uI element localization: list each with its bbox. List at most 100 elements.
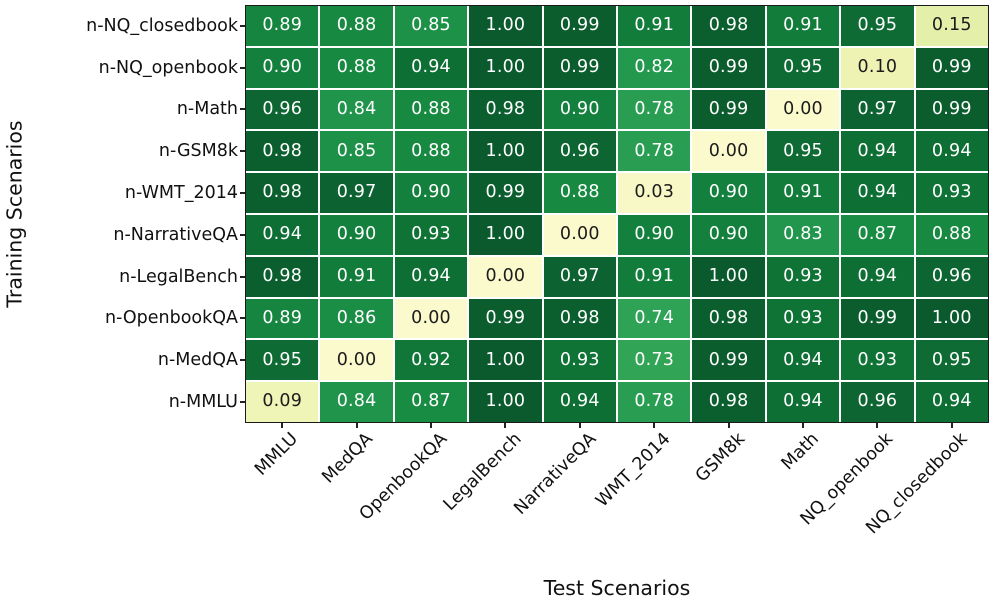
heatmap-cell: 0.89 — [246, 298, 319, 339]
x-tick-label: MMLU — [251, 429, 303, 480]
heatmap-cell: 0.86 — [320, 298, 393, 339]
heatmap-cell: 0.15 — [915, 6, 988, 46]
y-tick-label-row: n-NQ_closedbook — [0, 5, 245, 47]
heatmap-cell: 0.94 — [915, 131, 988, 172]
y-tick-label-row: n-WMT_2014 — [0, 172, 245, 214]
x-tick-label: Math — [778, 429, 824, 475]
heatmap-cell: 0.93 — [915, 173, 988, 213]
heatmap-cell: 0.89 — [246, 6, 319, 46]
heatmap-cell: 0.97 — [841, 89, 914, 130]
y-tick-label: n-Math — [176, 99, 238, 120]
heatmap-cell: 0.87 — [394, 382, 468, 422]
heatmap-cell: 0.90 — [543, 89, 616, 130]
heatmap-cell: 0.93 — [766, 298, 840, 339]
heatmap-cell: 0.92 — [394, 340, 468, 381]
y-tick-label-row: n-NQ_openbook — [0, 47, 245, 89]
x-axis-title: Test Scenarios — [543, 576, 691, 600]
y-tick-mark — [240, 192, 245, 195]
heatmap-cell: 0.88 — [915, 214, 988, 255]
heatmap-cell: 0.94 — [543, 382, 616, 422]
heatmap-cell: 0.94 — [394, 47, 468, 88]
heatmap-cell: 0.91 — [766, 173, 840, 213]
heatmap-cell: 0.99 — [469, 298, 542, 339]
x-tick-mark — [281, 423, 284, 428]
heatmap-cell: 0.94 — [766, 382, 840, 422]
heatmap-cell: 0.88 — [394, 131, 468, 172]
y-tick-mark — [240, 233, 245, 236]
y-tick-label: n-GSM8k — [158, 141, 238, 162]
x-tick-mark — [801, 423, 804, 428]
heatmap-cell: 0.96 — [543, 131, 616, 172]
y-tick-mark — [240, 150, 245, 153]
y-tick-label-row: n-NarrativeQA — [0, 214, 245, 256]
heatmap-cell: 0.88 — [543, 173, 616, 213]
heatmap-cell: 0.78 — [618, 89, 691, 130]
heatmap-cell: 0.91 — [320, 256, 393, 297]
heatmap-cell: 0.90 — [246, 47, 319, 88]
x-tick-mark — [504, 423, 507, 428]
heatmap-cell: 0.82 — [618, 47, 691, 88]
heatmap-cell: 0.93 — [841, 340, 914, 381]
heatmap-cell: 0.03 — [618, 173, 691, 213]
heatmap-cell: 0.99 — [543, 47, 616, 88]
x-tick-mark — [653, 423, 656, 428]
heatmap-cell: 0.95 — [841, 6, 914, 46]
heatmap-cell: 0.98 — [469, 89, 542, 130]
heatmap-cell: 0.90 — [618, 214, 691, 255]
y-tick-mark — [240, 275, 245, 278]
x-tick-mark — [876, 423, 879, 428]
heatmap-cell: 0.87 — [841, 214, 914, 255]
y-tick-label: n-MedQA — [157, 350, 238, 371]
heatmap-cell: 0.94 — [841, 256, 914, 297]
heatmap-cell: 0.90 — [692, 173, 765, 213]
heatmap-cell: 0.93 — [543, 340, 616, 381]
heatmap-cell: 0.84 — [320, 382, 393, 422]
x-tick-label: WMT_2014 — [592, 429, 675, 512]
heatmap-cell: 0.85 — [394, 6, 468, 46]
heatmap-cell: 0.00 — [543, 214, 616, 255]
heatmap-cell: 0.98 — [246, 131, 319, 172]
y-tick-mark — [240, 108, 245, 111]
heatmap-cell: 0.00 — [320, 340, 393, 381]
heatmap-cell: 0.90 — [320, 214, 393, 255]
y-tick-label: n-WMT_2014 — [124, 183, 238, 204]
heatmap-cell: 0.00 — [766, 89, 840, 130]
heatmap-cell: 1.00 — [469, 47, 542, 88]
heatmap-cell: 0.83 — [766, 214, 840, 255]
heatmap-cell: 0.85 — [320, 131, 393, 172]
y-tick-label: n-OpenbookQA — [104, 308, 238, 329]
heatmap-cell: 0.73 — [618, 340, 691, 381]
y-tick-label-row: n-MMLU — [0, 381, 245, 423]
heatmap-cell: 0.99 — [915, 47, 988, 88]
x-tick-mark — [578, 423, 581, 428]
y-tick-label-row: n-LegalBench — [0, 256, 245, 298]
heatmap-cell: 1.00 — [469, 214, 542, 255]
heatmap-cell: 0.91 — [618, 6, 691, 46]
heatmap-cell: 0.99 — [469, 173, 542, 213]
heatmap-cell: 0.90 — [394, 173, 468, 213]
heatmap-cell: 0.93 — [766, 256, 840, 297]
heatmap-cell: 0.97 — [320, 173, 393, 213]
heatmap-cell: 1.00 — [469, 6, 542, 46]
heatmap-cell: 0.98 — [692, 382, 765, 422]
heatmap-cell: 0.93 — [394, 214, 468, 255]
heatmap-cell: 1.00 — [915, 298, 988, 339]
heatmap-cell: 0.94 — [246, 214, 319, 255]
heatmap-cell: 0.94 — [766, 340, 840, 381]
heatmap-cell: 0.99 — [692, 340, 765, 381]
heatmap-cell: 0.00 — [469, 256, 542, 297]
heatmap-cell: 0.95 — [766, 131, 840, 172]
y-tick-mark — [240, 401, 245, 404]
heatmap-cell: 0.97 — [543, 256, 616, 297]
heatmap-cell: 0.98 — [692, 6, 765, 46]
y-tick-mark — [240, 359, 245, 362]
x-ticks — [245, 423, 989, 429]
y-tick-label: n-MMLU — [168, 392, 238, 413]
y-tick-label: n-LegalBench — [119, 266, 238, 287]
heatmap-cell: 1.00 — [469, 131, 542, 172]
heatmap-cell: 0.00 — [692, 131, 765, 172]
heatmap-cell: 0.95 — [246, 340, 319, 381]
x-tick-label: GSM8k — [691, 429, 749, 487]
heatmap-cell: 0.98 — [246, 173, 319, 213]
heatmap-cell: 0.99 — [841, 298, 914, 339]
